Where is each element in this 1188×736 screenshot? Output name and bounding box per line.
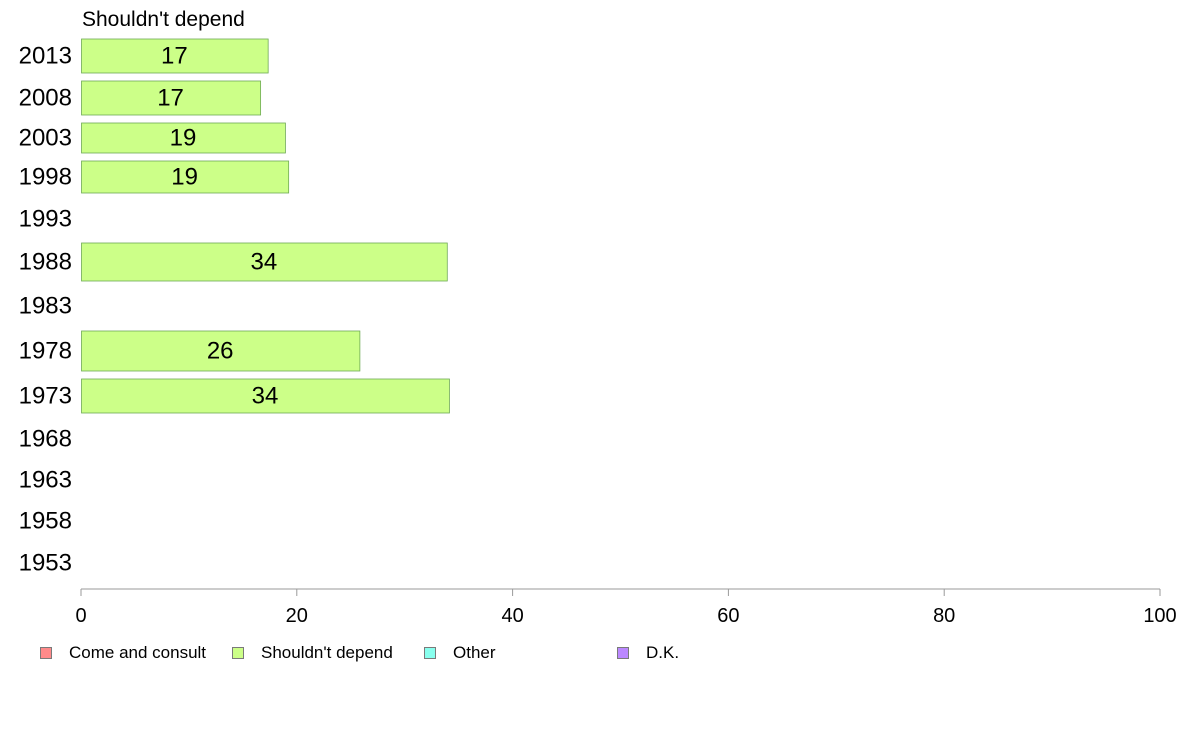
category-label-1973: 1973: [19, 383, 72, 410]
legend-swatch: [617, 647, 629, 659]
legend-label: Shouldn't depend: [261, 643, 393, 662]
legend-label: Come and consult: [69, 643, 207, 662]
bar-1978: [81, 330, 361, 372]
legend-item: Come and consult: [40, 643, 206, 663]
legend: Come and consult Shouldn't depend Other D.K…: [40, 643, 740, 663]
x-tick-label-100: 100: [1143, 605, 1176, 627]
bar-1973: [81, 378, 450, 414]
category-label-1983: 1983: [19, 293, 72, 320]
legend-label: Other: [453, 643, 496, 662]
category-label-1978: 1978: [19, 338, 72, 365]
category-label-1988: 1988: [19, 249, 72, 276]
category-label-1998: 1998: [19, 164, 72, 191]
bar-2013: [81, 38, 269, 74]
legend-label: D.K.: [646, 643, 680, 662]
category-label-2003: 2003: [19, 125, 72, 152]
x-tick-label-80: 80: [933, 605, 955, 627]
bar-label-2008: 17: [157, 85, 184, 112]
bar-label-1988: 34: [251, 249, 278, 276]
category-label-1958: 1958: [19, 508, 72, 535]
legend-swatch: [232, 647, 244, 659]
x-tick-label-0: 0: [75, 605, 86, 627]
legend-item: Shouldn't depend: [232, 643, 393, 663]
x-axis: 0 20 40 60 80 100: [75, 588, 1177, 627]
legend-item: D.K.: [617, 643, 679, 663]
bar-label-1973: 34: [252, 383, 279, 410]
bar-label-1978: 26: [207, 338, 234, 365]
category-label-2008: 2008: [19, 85, 72, 112]
category-labels: 2013 2008 2003 1998 1993 1988 1983 1978 1973 1968…: [19, 43, 72, 577]
category-label-1953: 1953: [19, 550, 72, 577]
bar-label-2013: 17: [161, 43, 188, 70]
bars-group: 17 17 19 19 34 26 34: [81, 38, 450, 414]
bar-1988: [81, 242, 448, 282]
bar-1998: [81, 160, 290, 194]
category-label-1993: 1993: [19, 206, 72, 233]
x-tick-label-60: 60: [717, 605, 739, 627]
category-label-2013: 2013: [19, 43, 72, 70]
legend-swatch: [40, 647, 52, 659]
x-tick-label-40: 40: [501, 605, 523, 627]
x-tick-label-20: 20: [286, 605, 308, 627]
bar-2008: [81, 80, 262, 116]
category-label-1968: 1968: [19, 426, 72, 453]
chart-title: Shouldn't depend: [82, 8, 245, 31]
category-label-1963: 1963: [19, 467, 72, 494]
bar-label-1998: 19: [171, 164, 198, 191]
bar-label-2003: 19: [170, 125, 197, 152]
bar-2003: [81, 122, 286, 154]
legend-item: Other: [424, 643, 496, 663]
legend-swatch: [424, 647, 436, 659]
